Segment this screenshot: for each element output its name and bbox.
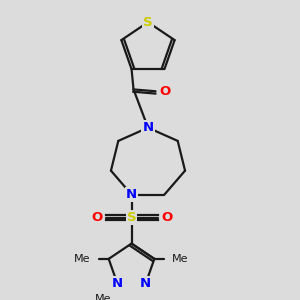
Text: Me: Me	[74, 254, 91, 264]
Text: Me: Me	[172, 254, 189, 264]
Text: N: N	[126, 188, 137, 201]
Text: N: N	[140, 277, 151, 290]
Text: O: O	[91, 211, 102, 224]
Text: O: O	[161, 211, 172, 224]
Text: N: N	[142, 121, 154, 134]
Text: O: O	[159, 85, 170, 98]
Text: Me: Me	[95, 293, 112, 300]
Text: S: S	[143, 16, 153, 29]
Text: N: N	[112, 277, 123, 290]
Text: S: S	[127, 211, 136, 224]
